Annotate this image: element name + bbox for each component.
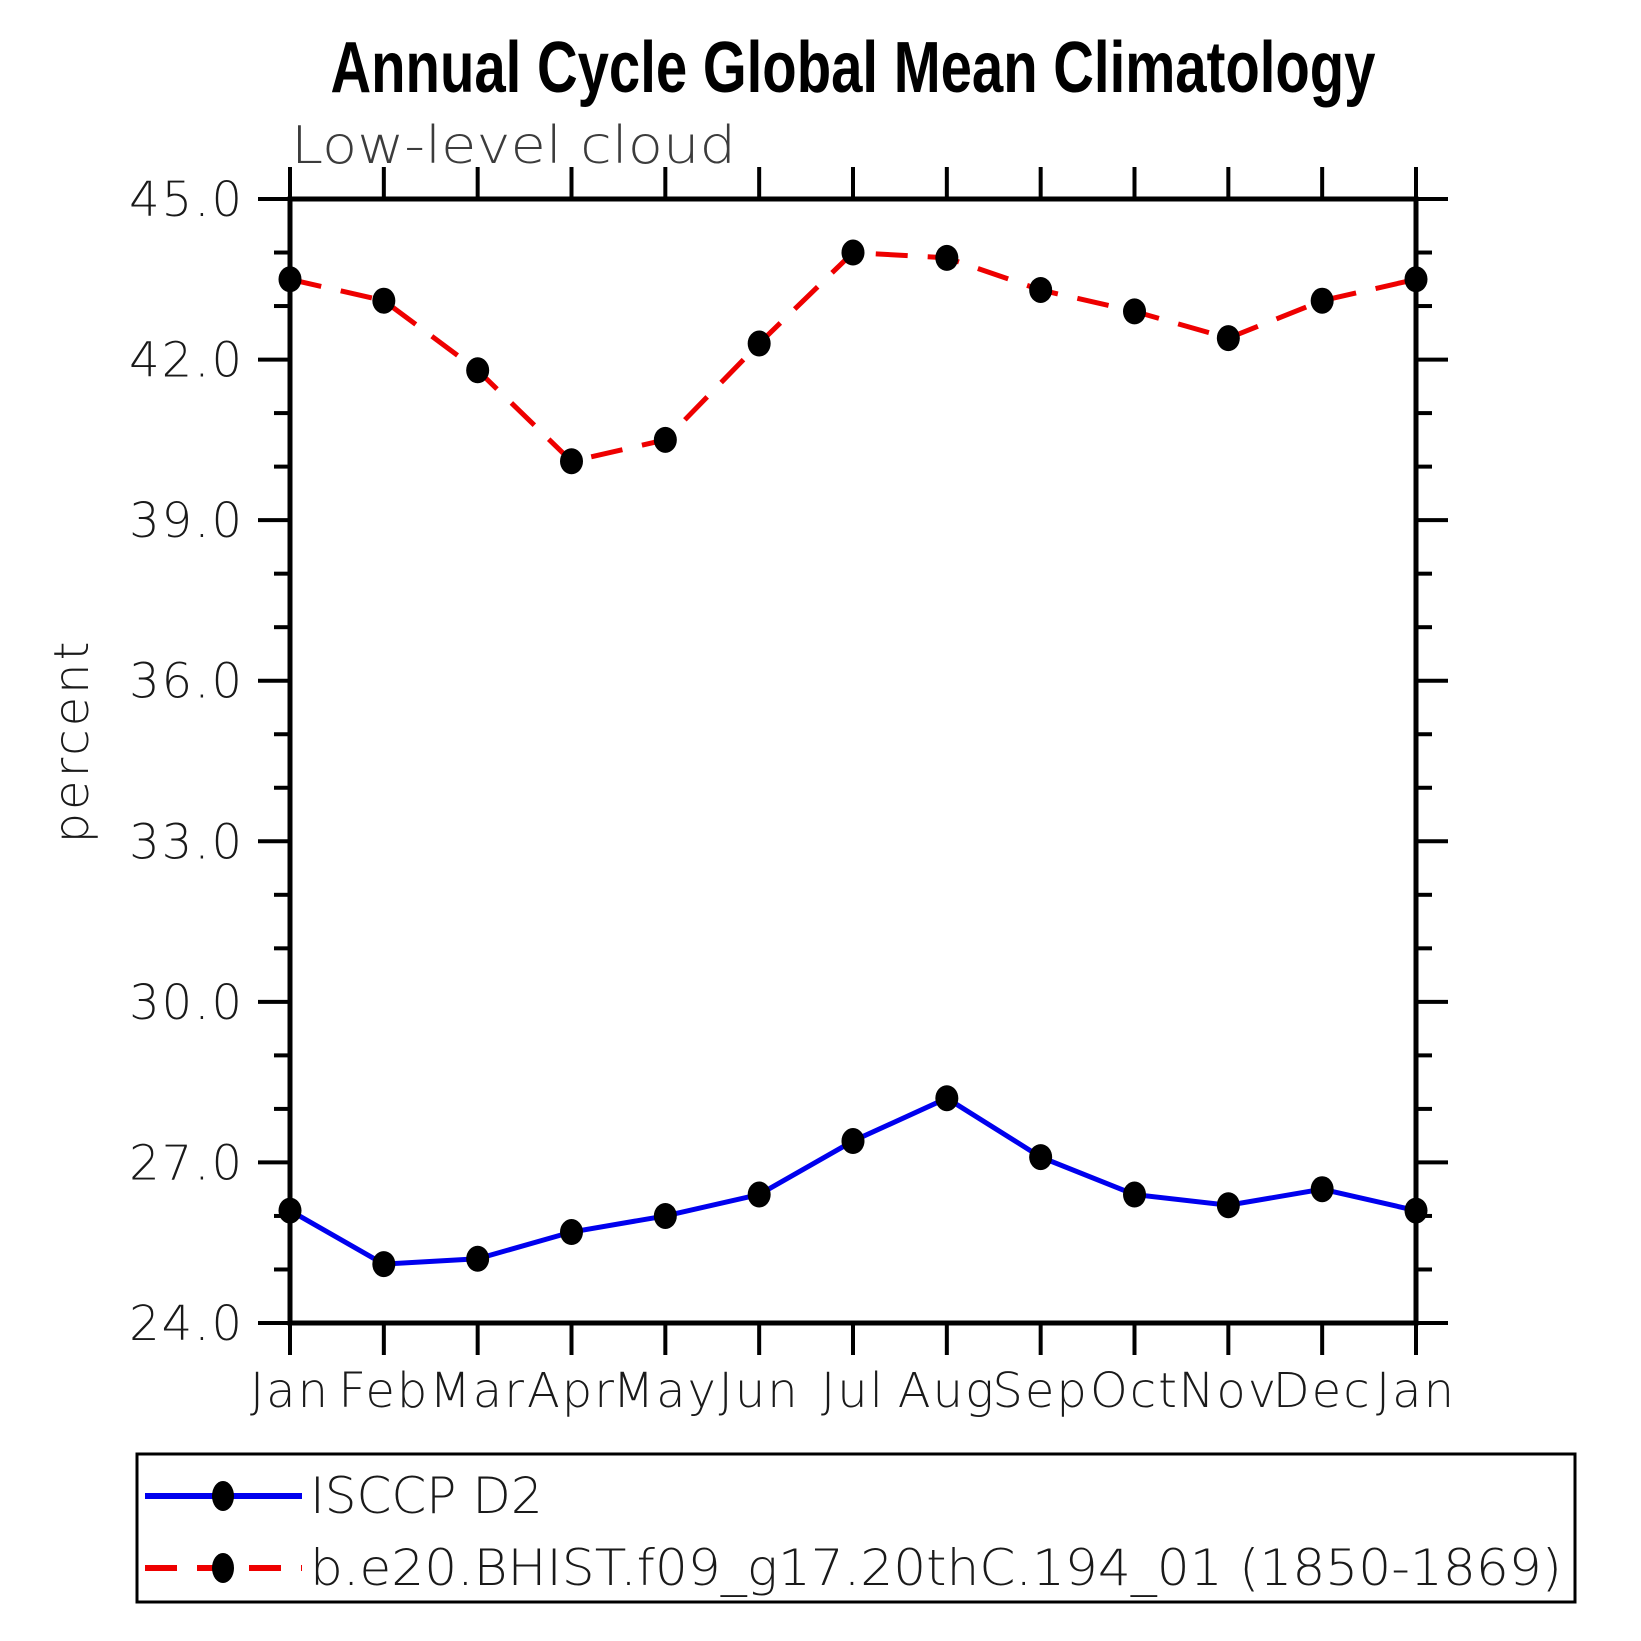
series-line-0	[288, 1095, 1417, 1267]
x-tick-label: Jan	[250, 1363, 330, 1419]
data-point-marker	[1404, 266, 1428, 293]
series-line-1	[289, 249, 1417, 465]
x-tick-label: Nov	[1178, 1363, 1278, 1419]
data-point-marker	[466, 1245, 490, 1272]
y-tick-label: 27.0	[129, 1135, 244, 1191]
x-tick-label: Dec	[1273, 1363, 1372, 1419]
data-point-marker	[935, 244, 959, 271]
data-point-marker	[747, 1181, 771, 1208]
data-point-marker	[1029, 1144, 1053, 1171]
data-point-marker	[935, 1085, 959, 1112]
y-tick-label: 30.0	[129, 975, 244, 1031]
data-point-marker	[1216, 1192, 1240, 1219]
data-point-marker	[560, 1219, 583, 1246]
x-tick-label: May	[613, 1363, 718, 1419]
data-point-marker	[278, 266, 302, 293]
legend-label-model: b.e20.BHIST.f09_g17.20thC.194_01 (1850-1…	[310, 1539, 1562, 1597]
data-point-marker	[1123, 298, 1146, 325]
y-tick-label: 45.0	[129, 172, 244, 228]
plot-frame	[287, 196, 1419, 1326]
y-tick-label: 36.0	[129, 654, 244, 710]
chart-title: Annual Cycle Global Mean Climatology	[331, 28, 1376, 108]
chart-subtitle: Low-level cloud	[291, 116, 736, 176]
data-point-marker	[560, 448, 583, 475]
legend: ISCCP D2 b.e20.BHIST.f09_g17.20thC.194_0…	[135, 1452, 1577, 1604]
data-point-marker	[841, 239, 865, 266]
legend-marker-dot	[212, 1553, 234, 1583]
data-point-marker	[653, 1202, 677, 1229]
y-tick-label: 33.0	[129, 814, 244, 870]
legend-label-isccp: ISCCP D2	[310, 1467, 543, 1525]
legend-box	[135, 1452, 1577, 1604]
x-tick-label: Apr	[527, 1363, 616, 1419]
y-tick-label: 39.0	[129, 493, 244, 549]
data-point-marker	[1123, 1181, 1146, 1208]
x-tick-label: Mar	[429, 1363, 526, 1419]
x-tick-label: Jun	[719, 1363, 800, 1419]
data-point-marker	[841, 1128, 865, 1155]
legend-marker-dot	[212, 1481, 234, 1511]
x-tick-label: Oct	[1090, 1363, 1179, 1419]
y-axis-label: percent	[44, 639, 100, 844]
x-tick-label: Jul	[821, 1363, 885, 1419]
x-tick-label: Feb	[338, 1363, 429, 1419]
data-point-marker	[653, 426, 677, 453]
y-tick-label: 42.0	[129, 333, 244, 389]
data-point-marker	[747, 330, 771, 357]
data-point-marker	[466, 357, 490, 384]
legend-item-isccp: ISCCP D2	[145, 1467, 543, 1525]
data-point-marker	[278, 1197, 302, 1224]
data-point-marker	[1216, 325, 1240, 352]
legend-item-model: b.e20.BHIST.f09_g17.20thC.194_01 (1850-1…	[145, 1539, 1562, 1597]
x-tick-label: Jan	[1376, 1363, 1456, 1419]
data-point-marker	[372, 287, 396, 314]
data-point-marker	[1310, 287, 1334, 314]
y-tick-label: 24.0	[129, 1296, 244, 1352]
data-point-marker	[1029, 276, 1053, 303]
x-tick-label: Sep	[992, 1363, 1088, 1419]
data-point-marker	[372, 1251, 396, 1278]
data-point-marker	[1310, 1176, 1334, 1203]
data-point-marker	[1404, 1197, 1428, 1224]
x-tick-label: Aug	[898, 1363, 996, 1419]
